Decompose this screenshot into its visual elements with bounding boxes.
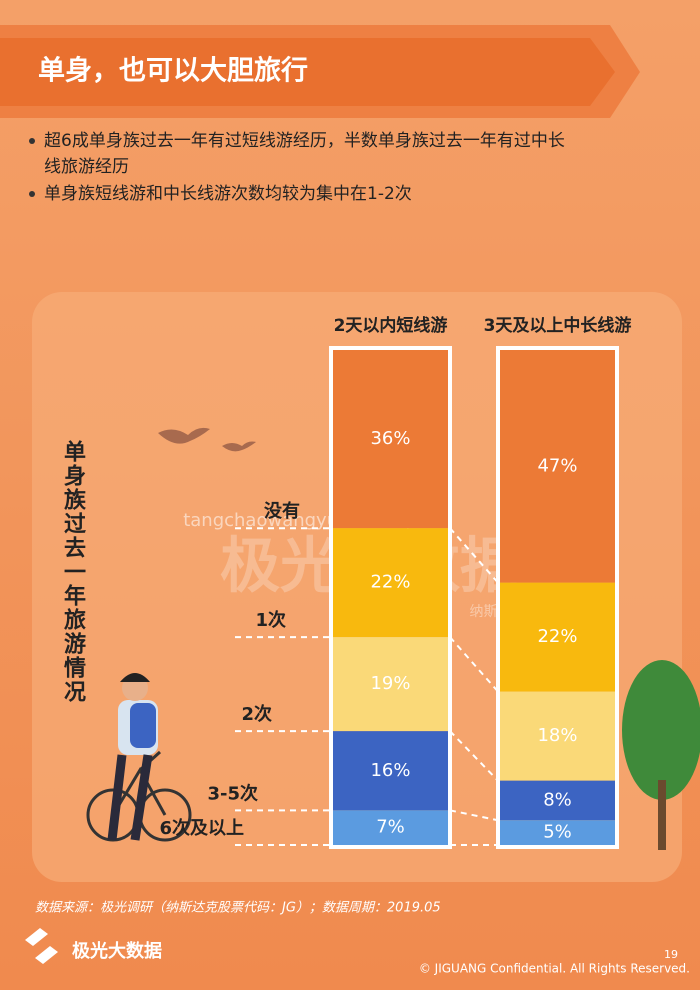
value-label: 5% (543, 822, 572, 843)
bar-segment (333, 731, 448, 811)
bullet: 线旅游经历 (44, 157, 129, 177)
bar-segment (333, 528, 448, 638)
connector (449, 730, 499, 782)
connector (449, 809, 499, 822)
value-label: 22% (370, 572, 410, 593)
legend-label: 1次 (255, 609, 286, 631)
value-label: 8% (543, 789, 572, 810)
bar-segment (500, 691, 615, 781)
legend-label: 2次 (241, 703, 272, 725)
y-axis-label: 单身族过去一年旅游情况 (60, 440, 86, 704)
copyright: © JIGUANG Confidential. All Rights Reser… (419, 962, 690, 976)
legend-label: 3-5次 (207, 782, 258, 804)
value-label: 47% (537, 455, 577, 476)
bar-segment (500, 350, 615, 583)
category-label: 2天以内短线游 (334, 315, 448, 336)
source: 数据来源：极光调研（纳斯达克股票代码：JG）；数据周期：2019.05 (35, 900, 441, 916)
bar-segment (333, 350, 448, 529)
bar-segment (500, 582, 615, 692)
page-number: 19 (664, 948, 678, 961)
bullet-dot (29, 138, 35, 144)
connector (449, 527, 499, 584)
header-inner (0, 38, 615, 106)
connector (449, 636, 499, 693)
bar-segment (333, 810, 448, 845)
value-label: 18% (537, 725, 577, 746)
bar-segment (333, 637, 448, 732)
value-label: 36% (370, 428, 410, 449)
brand: 极光大数据 (72, 940, 162, 962)
value-label: 22% (537, 626, 577, 647)
legend-label: 没有 (264, 500, 300, 522)
decor (86, 427, 700, 850)
bullet: 单身族短线游和中长线游次数均较为集中在1-2次 (44, 184, 412, 204)
bar-outline (496, 346, 619, 849)
brand-logo (25, 928, 58, 964)
bar-outline (329, 346, 452, 849)
category-label: 3天及以上中长线游 (484, 315, 632, 336)
title: 单身，也可以大胆旅行 (38, 55, 308, 87)
bullet: 超6成单身族过去一年有过短线游经历，半数单身族过去一年有过中长 (44, 131, 565, 151)
bullet-dot (29, 191, 35, 197)
value-label: 16% (370, 760, 410, 781)
legend-label: 6次及以上 (159, 817, 244, 839)
bar-segment (500, 780, 615, 821)
value-label: 7% (376, 817, 405, 838)
value-label: 19% (370, 673, 410, 694)
bar-segment (500, 820, 615, 845)
